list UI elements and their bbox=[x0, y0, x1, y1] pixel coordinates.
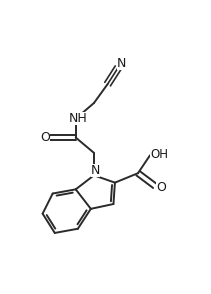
Text: OH: OH bbox=[150, 148, 168, 161]
Text: N: N bbox=[91, 164, 100, 177]
Text: NH: NH bbox=[68, 112, 87, 125]
Text: N: N bbox=[116, 58, 126, 71]
Text: O: O bbox=[40, 131, 50, 144]
Text: O: O bbox=[156, 181, 166, 194]
